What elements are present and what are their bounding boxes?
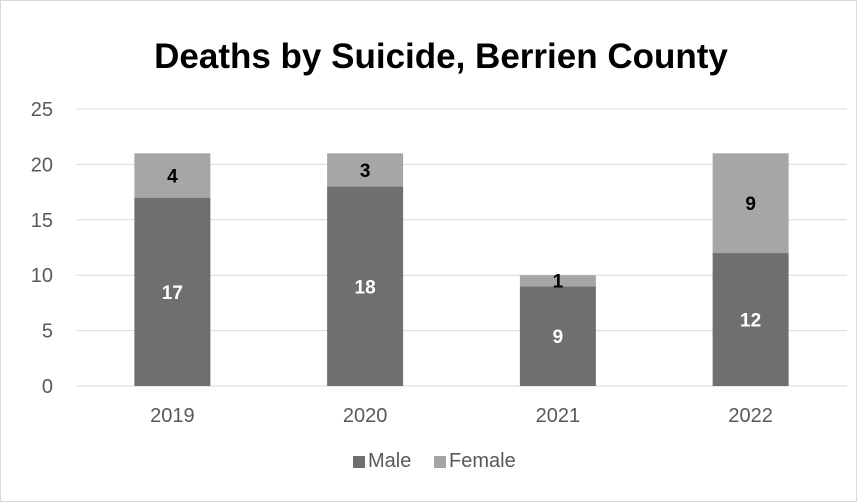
bar-male-2019 [134,197,211,386]
axes: 0 5 10 15 20 25 2019 2020 2021 2022 [31,99,773,427]
y-tick-label-5: 5 [42,321,53,343]
legend-label-male: Male [368,450,411,472]
bar-female-2022 [712,153,789,254]
y-tick-label-25: 25 [31,99,53,121]
bar-female-2021 [519,275,596,287]
y-tick-label-20: 20 [31,154,53,176]
bars [134,153,789,386]
x-tick-label-2021: 2021 [536,405,581,427]
y-tick-label-0: 0 [42,376,53,398]
bar-male-2022 [712,253,789,386]
data-label-female-2022: 9 [745,194,756,215]
data-label-female-2021: 1 [553,272,564,293]
y-tick-label-15: 15 [31,210,53,232]
x-tick-label-2019: 2019 [150,405,195,427]
legend-label-female: Female [449,450,516,472]
bar-male-2020 [327,186,404,386]
bar-female-2019 [134,153,211,198]
data-label-male-2021: 9 [553,327,564,348]
legend-swatch-female [434,456,446,468]
chart-title: Deaths by Suicide, Berrien County [154,37,728,76]
legend-swatch-male [353,456,365,468]
x-tick-label-2020: 2020 [343,405,388,427]
y-tick-label-10: 10 [31,265,53,287]
bar-female-2020 [327,153,404,187]
data-label-female-2019: 4 [167,166,178,187]
data-label-male-2019: 17 [162,283,183,304]
x-tick-label-2022: 2022 [728,405,773,427]
data-label-male-2022: 12 [740,311,761,332]
data-labels: 17 4 18 3 9 1 12 9 [162,161,761,348]
data-label-female-2020: 3 [360,161,371,182]
bar-male-2021 [519,286,596,386]
data-label-male-2020: 18 [355,277,376,298]
legend: Male Female [353,450,516,472]
